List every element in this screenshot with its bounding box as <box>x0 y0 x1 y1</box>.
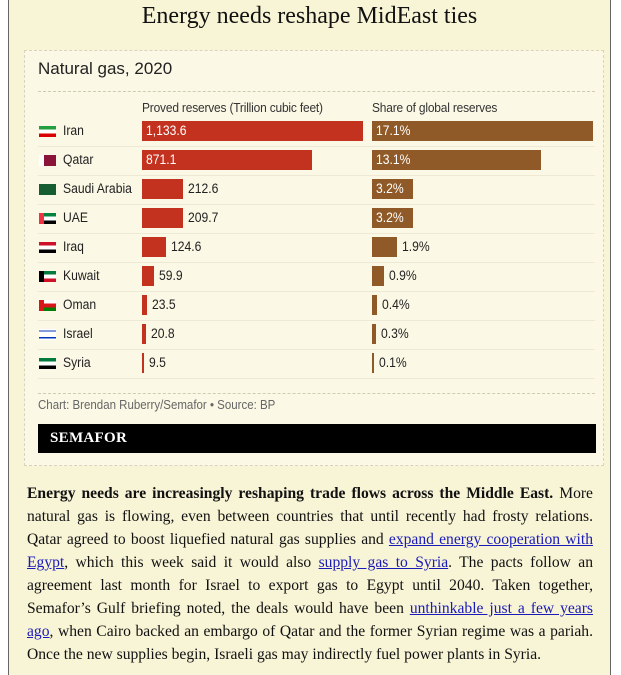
reserves-value-label: 9.5 <box>148 355 166 370</box>
headline: Energy needs reshape MidEast ties <box>141 3 478 29</box>
flag-qatar-icon <box>39 155 56 166</box>
reserves-bar <box>142 266 154 286</box>
country-label: Iran <box>63 123 84 138</box>
reserves-value-label: 23.5 <box>151 297 176 312</box>
country-label: UAE <box>63 210 88 225</box>
country-label: Kuwait <box>63 268 100 283</box>
reserves-bar <box>142 208 183 228</box>
share-value-label: 1.9% <box>401 239 430 254</box>
divider <box>38 393 595 394</box>
brand-logo: SEMAFOR <box>50 430 128 446</box>
reserves-bar <box>142 295 147 315</box>
chart-row-qatar: Qatar 871.1 13.1% <box>38 146 595 176</box>
reserves-bar <box>142 237 167 257</box>
lead-sentence: Energy needs are increasingly reshaping … <box>27 485 554 502</box>
share-bar <box>372 150 542 170</box>
share-bar <box>372 208 414 228</box>
share-value-label: 3.2% <box>376 210 404 225</box>
flag-iraq-icon <box>39 242 56 253</box>
share-bar <box>372 324 376 344</box>
flag-oman-icon <box>39 300 56 311</box>
country-label: Saudi Arabia <box>63 181 132 196</box>
reserves-value-label: 871.1 <box>146 152 177 167</box>
text: , when Cairo backed an embargo of Qatar … <box>27 623 593 663</box>
country-label: Iraq <box>63 239 84 254</box>
chart-row-uae: UAE 209.7 3.2% <box>38 204 595 234</box>
page: Energy needs reshape MidEast ties Natura… <box>8 0 611 675</box>
share-value-label: 13.1% <box>376 152 411 167</box>
share-bar <box>372 237 397 257</box>
reserves-bar <box>142 179 184 199</box>
flag-israel-icon <box>39 329 56 340</box>
share-bar <box>372 179 414 199</box>
share-header: Share of global reserves <box>372 100 498 115</box>
flag-kuwait-icon <box>39 271 56 282</box>
chart-row-kuwait: Kuwait 59.9 0.9% <box>38 262 595 292</box>
reserves-bar <box>142 121 363 141</box>
chart-row-iran: Iran 1,133.6 17.1% <box>38 117 595 147</box>
chart-row-syria: Syria 9.5 0.1% <box>38 349 595 379</box>
reserves-bar <box>142 150 312 170</box>
link-supply-gas-syria[interactable]: supply gas to Syria <box>318 554 449 571</box>
reserves-value-label: 1,133.6 <box>146 123 187 138</box>
country-label: Qatar <box>63 152 94 167</box>
share-value-label: 0.3% <box>380 326 409 341</box>
reserves-bar <box>142 353 144 373</box>
chart-row-iraq: Iraq 124.6 1.9% <box>38 233 595 263</box>
flag-syria-icon <box>39 358 56 369</box>
text: , which this week said it would also <box>64 554 319 571</box>
share-value-label: 0.1% <box>378 355 407 370</box>
share-bar <box>372 121 593 141</box>
share-bar <box>372 353 374 373</box>
reserves-value-label: 209.7 <box>187 210 219 225</box>
reserves-value-label: 212.6 <box>188 181 219 196</box>
reserves-value-label: 59.9 <box>158 268 183 283</box>
country-label: Oman <box>63 297 97 312</box>
share-value-label: 0.4% <box>382 297 410 312</box>
share-bar <box>372 295 378 315</box>
reserves-header: Proved reserves (Trillion cubic feet) <box>142 100 323 115</box>
link-egypt-cooperation[interactable]: expand energy cooperation with Egypt <box>27 531 593 571</box>
flag-saudi-arabia-icon <box>39 184 56 195</box>
brand-bar: SEMAFOR <box>38 424 596 453</box>
reserves-bar <box>142 324 147 344</box>
share-value-label: 0.9% <box>388 268 417 283</box>
share-value-label: 3.2% <box>376 181 404 196</box>
article-paragraph: Energy needs are increasingly reshaping … <box>27 482 593 666</box>
chart-row-saudi-arabia: Saudi Arabia 212.6 3.2% <box>38 175 595 205</box>
country-label: Syria <box>63 355 91 370</box>
divider <box>38 91 595 92</box>
text: . The pacts follow an agreement last mon… <box>27 554 593 617</box>
share-value-label: 17.1% <box>376 123 411 138</box>
chart-title: Natural gas, 2020 <box>38 59 173 78</box>
country-label: Israel <box>63 326 93 341</box>
chart-source: Chart: Brendan Ruberry/Semafor • Source:… <box>38 398 276 412</box>
reserves-value-label: 124.6 <box>171 239 202 254</box>
flag-uae-icon <box>39 213 56 224</box>
share-bar <box>372 266 384 286</box>
flag-iran-icon <box>39 126 56 137</box>
reserves-value-label: 20.8 <box>151 326 175 341</box>
chart-row-israel: Israel 20.8 0.3% <box>38 320 595 350</box>
text: More natural gas is flowing, even betwee… <box>27 485 593 548</box>
link-unthinkable[interactable]: unthinkable just a few years ago <box>27 600 593 640</box>
chart-row-oman: Oman 23.5 0.4% <box>38 291 595 321</box>
chart-card: Natural gas, 2020 Proved reserves (Trill… <box>24 50 604 466</box>
